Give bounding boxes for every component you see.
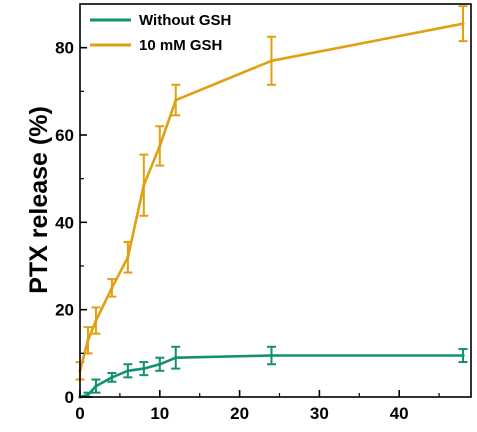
data-point (142, 183, 146, 187)
x-tick-label: 10 (150, 404, 169, 423)
data-point (461, 353, 465, 358)
legend-label: Without GSH (139, 12, 231, 29)
data-point (158, 362, 162, 366)
data-point (86, 393, 90, 397)
data-point (126, 255, 130, 259)
x-tick-label: 40 (390, 404, 409, 423)
data-point (94, 384, 98, 388)
legend-item: 10 mM GSH (90, 37, 222, 54)
series-2 (75, 5, 468, 381)
data-point (269, 59, 274, 63)
plot-frame (79, 3, 472, 398)
y-tick-label: 60 (55, 126, 74, 145)
data-point (461, 22, 465, 26)
y-tick-label: 80 (55, 39, 74, 58)
data-point (174, 98, 178, 102)
axes: 0 10 20 30 40 0 20 40 60 80 (55, 3, 472, 423)
x-tick-label: 30 (310, 404, 329, 423)
y-tick-label: 20 (55, 301, 74, 320)
series-1 (78, 345, 468, 399)
data-point (269, 353, 274, 358)
legend: Without GSH 10 mM GSH (90, 12, 231, 54)
series-line (78, 22, 464, 372)
y-axis-title: PTX release (%) (25, 106, 53, 294)
legend-label: 10 mM GSH (139, 37, 222, 54)
data-point (158, 144, 162, 148)
data-point (94, 318, 98, 323)
x-tick-label: 0 (75, 404, 84, 423)
data-point (142, 367, 146, 371)
plot-area (75, 5, 468, 399)
x-tick-label: 20 (230, 404, 249, 423)
y-tick-label: 0 (65, 388, 74, 407)
data-point (86, 338, 90, 342)
legend-item: Without GSH (90, 12, 231, 29)
series-line (79, 354, 463, 399)
y-tick-label: 40 (55, 213, 74, 232)
data-point (174, 356, 178, 360)
data-point (110, 286, 114, 290)
data-point (126, 369, 130, 373)
data-point (110, 375, 114, 379)
